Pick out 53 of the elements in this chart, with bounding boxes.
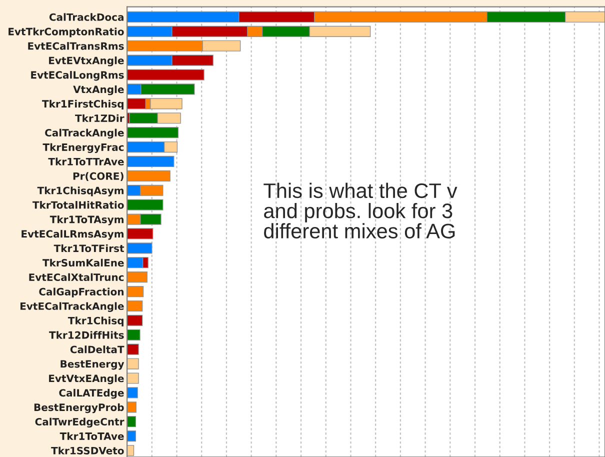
y-tick-label: CalTrackDoca: [49, 13, 124, 21]
y-tick-label: Tkr1ToTAsym: [50, 215, 124, 226]
y-tick-label: EvtECalTransRms: [28, 42, 124, 50]
bar: [127, 416, 136, 428]
y-tick-label: EvtECalTrackAngle: [20, 302, 124, 312]
y-tick-label: Tkr1Chisq: [68, 316, 124, 326]
y-tick-label: TkrTotalHitRatio: [32, 201, 124, 209]
y-tick-label: EvtEVtxAngle: [49, 56, 124, 66]
y-tick-label: VtxAngle: [73, 85, 124, 96]
bar: [127, 344, 139, 355]
y-tick-label: Tkr1SSDVeto: [51, 446, 124, 454]
bar: [127, 358, 139, 370]
bar: [127, 444, 134, 456]
y-tick-label: EvtECalXtalTrunc: [29, 273, 124, 282]
y-tick-label: EvtTkrComptonRatio: [8, 28, 124, 38]
y-tick-label: Tkr1ToTFirst: [54, 244, 124, 252]
y-tick-label: EvtECalLRmsAsym: [22, 230, 124, 240]
y-tick-label: EvtECalLongRms: [31, 70, 124, 81]
bar: [127, 156, 174, 168]
y-tick-label: Tkr1ToTTrAve: [48, 158, 124, 166]
bar: [127, 69, 204, 80]
y-tick-label: TkrSumKalEne: [42, 258, 124, 267]
bar: [127, 127, 179, 138]
y-tick-label: CalTrackAngle: [45, 128, 124, 139]
bar: [127, 402, 136, 413]
y-tick-label: CalGapFraction: [39, 288, 124, 298]
bar: [127, 272, 148, 283]
bar: [127, 98, 146, 110]
y-tick-label: CalTwrEdgeCntr: [35, 418, 124, 428]
y-tick-label: EvtVtxEAngle: [49, 374, 124, 384]
bar: [127, 228, 154, 240]
y-tick-label: BestEnergy: [60, 360, 124, 370]
bar: [127, 300, 143, 312]
bar: [127, 372, 139, 384]
bar: [127, 286, 144, 298]
y-tick-label: Tkr1ZDir: [75, 114, 124, 122]
y-tick-label: BestEnergyProb: [34, 403, 124, 414]
y-tick-label: TkrEnergyFrac: [42, 143, 124, 153]
y-tick-label: Pr(CORE): [73, 172, 124, 182]
bar: [127, 387, 138, 398]
y-tick-label: Tkr1FirstChisq: [42, 100, 124, 110]
bar: [127, 242, 152, 254]
y-tick-label: Tkr12DiffHits: [49, 331, 124, 339]
y-tick-label: Tkr1ChisqAsym: [37, 186, 124, 196]
bar: [127, 199, 164, 210]
bar: [127, 170, 170, 182]
bar: [127, 430, 136, 442]
annotation: This is what the CT v and probs. look for 3 different mixes of AG: [264, 182, 458, 238]
bar: [127, 329, 140, 340]
y-tick-label: Tkr1ToTAve: [60, 432, 124, 440]
y-tick-label: CalDeltaT: [70, 346, 124, 354]
bar: [127, 314, 143, 326]
y-tick-label: CalLATEdge: [59, 388, 124, 399]
